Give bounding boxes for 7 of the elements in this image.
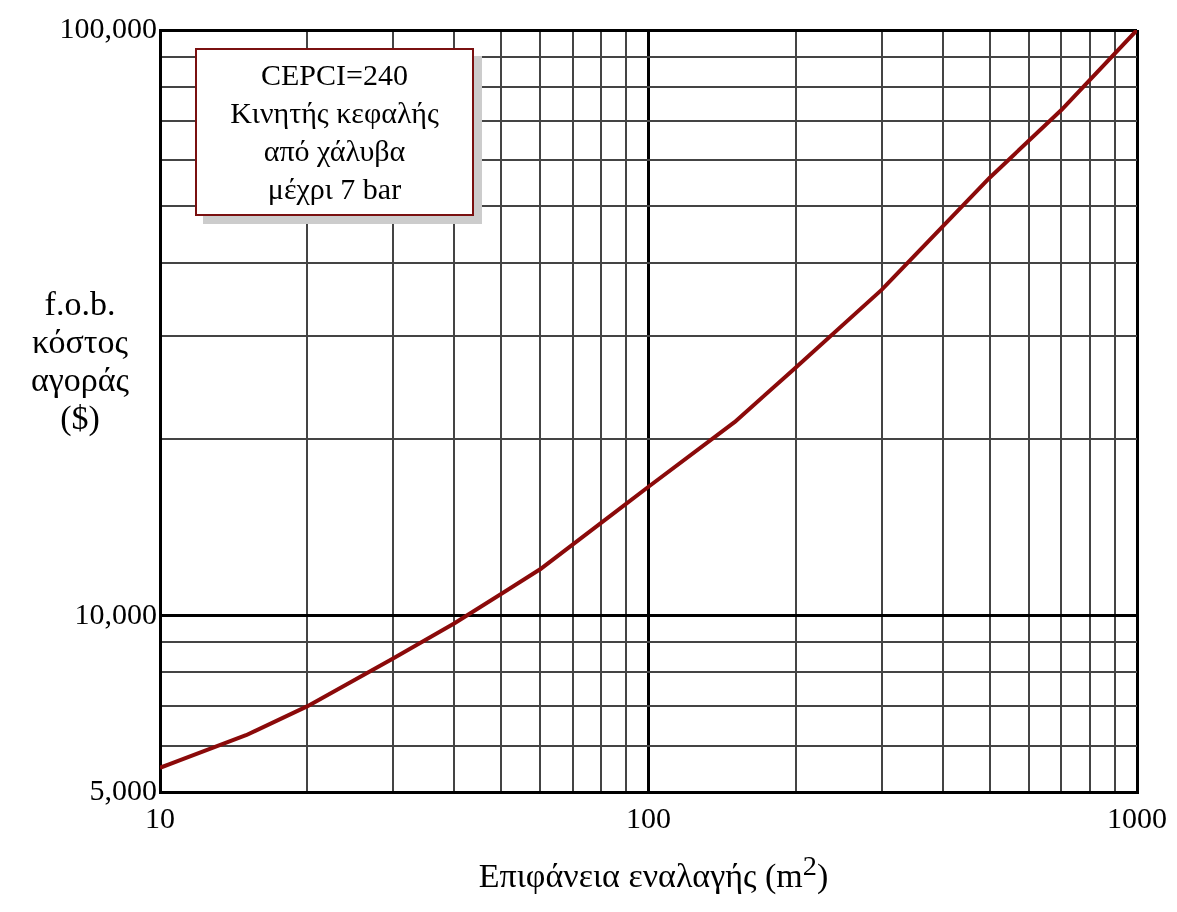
y-axis-title: f.o.b. κόστος αγοράς ($)	[29, 285, 131, 437]
x-axis-title: Επιφάνεια εναλαγής (m$^{2}$)	[477, 850, 830, 896]
y-tick-label: 10,000	[74, 596, 157, 630]
x-tick-label: 1000	[1107, 800, 1167, 834]
x-tick-label: 100	[626, 800, 671, 834]
annotation: CEPCI=240 Κινητής κεφαλής από χάλυβα μέχρι 7 bar	[195, 48, 474, 216]
y-tick-label: 100,000	[59, 10, 157, 44]
